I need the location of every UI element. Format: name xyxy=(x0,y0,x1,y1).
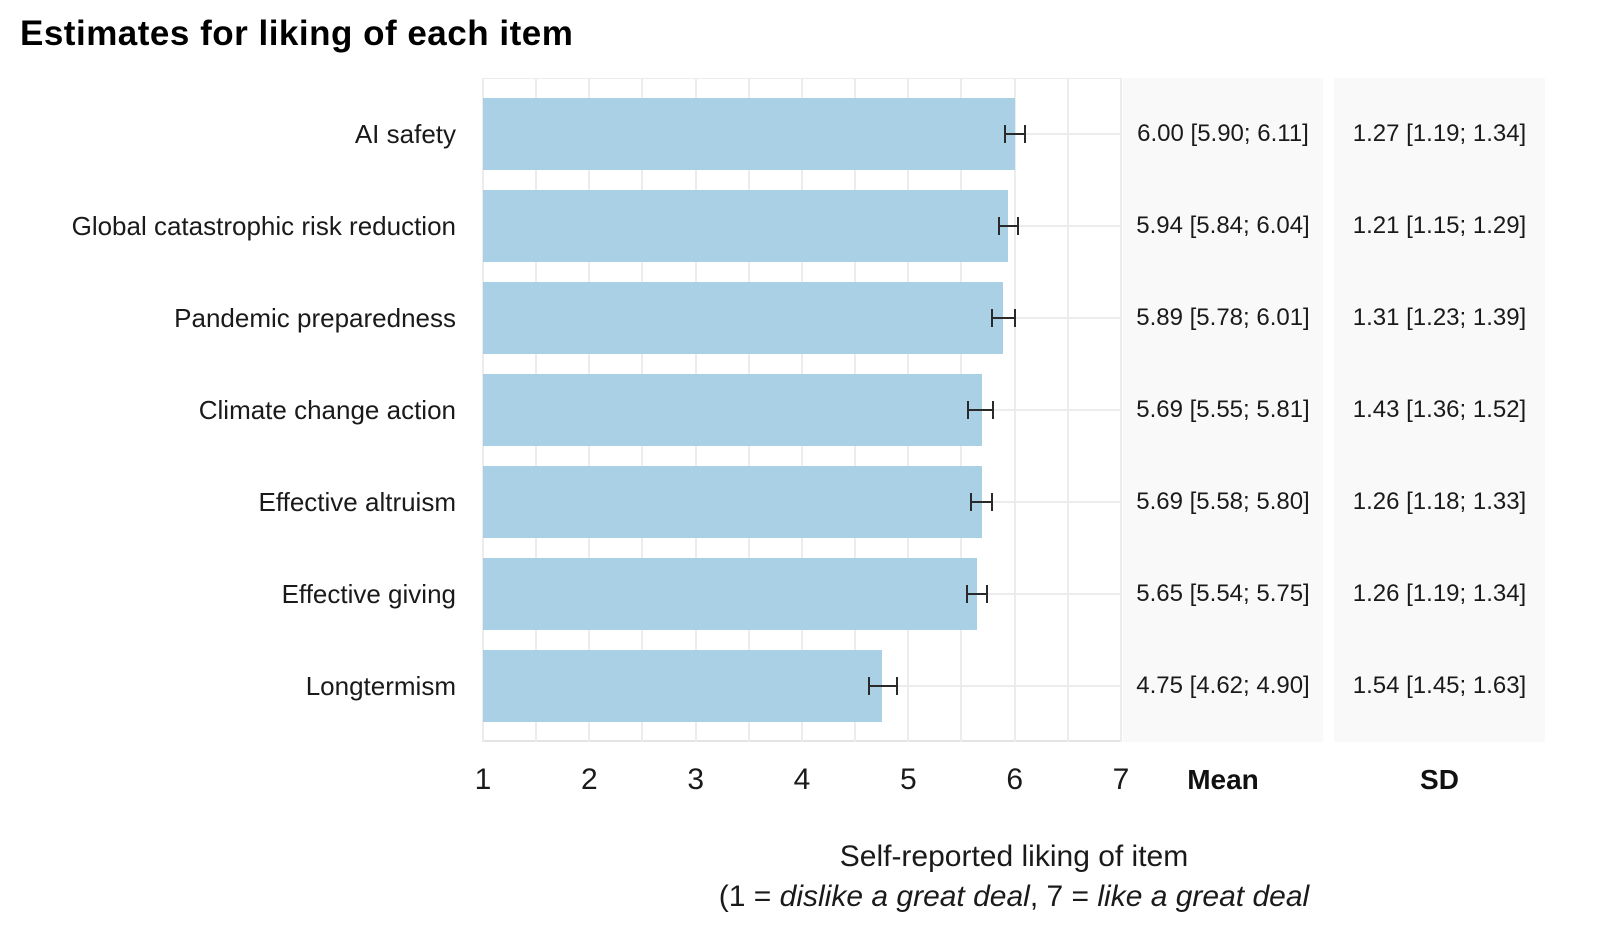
x-tick-label: 7 xyxy=(1112,763,1130,796)
error-bar-line xyxy=(972,501,992,503)
error-bar xyxy=(1004,125,1027,143)
x-axis-subtitle: (1 = dislike a great deal, 7 = like a gr… xyxy=(483,880,1545,914)
x-tick-label: 3 xyxy=(687,763,704,796)
error-bar-line xyxy=(999,225,1017,227)
mean-value: 5.89 [5.78; 6.01] xyxy=(1136,304,1310,331)
chart-title: Estimates for liking of each item xyxy=(20,14,574,53)
x-tick-label: 4 xyxy=(793,763,811,796)
mean-column-header: Mean xyxy=(1187,764,1259,795)
category-label: Longtermism xyxy=(305,671,456,701)
mean-value: 4.75 [4.62; 4.90] xyxy=(1136,672,1310,699)
sd-value: 1.21 [1.15; 1.29] xyxy=(1352,212,1527,239)
error-bar xyxy=(867,677,898,695)
category-label: Global catastrophic risk reduction xyxy=(71,211,456,241)
mean-value: 6.00 [5.90; 6.11] xyxy=(1137,120,1309,147)
bar xyxy=(483,558,978,630)
bar xyxy=(483,98,1015,170)
sd-value: 1.26 [1.18; 1.33] xyxy=(1352,488,1527,515)
sd-value: 1.43 [1.36; 1.52] xyxy=(1352,396,1527,423)
error-bar xyxy=(991,309,1016,327)
error-bar-line xyxy=(1006,133,1025,135)
bar xyxy=(483,282,1003,354)
mean-panel xyxy=(1123,78,1323,742)
bar xyxy=(483,650,882,722)
bar xyxy=(483,190,1009,262)
error-bar-line xyxy=(967,593,987,595)
x-axis-subtitle-italic-part: like a great deal xyxy=(1097,880,1310,913)
mean-value: 5.94 [5.84; 6.04] xyxy=(1136,212,1310,239)
sd-column-header: SD xyxy=(1420,764,1459,795)
x-tick-label: 2 xyxy=(580,763,598,796)
sd-panel xyxy=(1334,78,1545,742)
error-bar-line xyxy=(993,317,1014,319)
error-bar xyxy=(966,401,995,419)
error-bar xyxy=(965,585,989,603)
sd-value: 1.26 [1.19; 1.34] xyxy=(1352,580,1527,607)
error-bar xyxy=(970,493,994,511)
category-label: Effective altruism xyxy=(258,487,456,517)
sd-value: 1.54 [1.45; 1.63] xyxy=(1352,672,1527,699)
error-bar-line xyxy=(869,685,896,687)
error-bar xyxy=(997,217,1019,235)
x-axis-title: Self-reported liking of item xyxy=(839,840,1189,873)
mean-value: 5.65 [5.54; 5.75] xyxy=(1136,580,1310,607)
mean-value: 5.69 [5.58; 5.80] xyxy=(1136,488,1310,515)
x-axis-subtitle-italic-part: dislike a great deal xyxy=(779,880,1030,913)
bar xyxy=(483,374,982,446)
sd-value: 1.31 [1.23; 1.39] xyxy=(1352,304,1527,331)
x-tick-label: 6 xyxy=(1006,763,1023,796)
category-label: Effective giving xyxy=(281,579,456,609)
category-label: Pandemic preparedness xyxy=(174,303,456,333)
x-tick-label: 1 xyxy=(474,763,492,796)
category-label: AI safety xyxy=(354,119,456,149)
error-bar-line xyxy=(968,409,993,411)
category-label: Climate change action xyxy=(198,395,456,425)
x-axis-subtitle-part: (1 = xyxy=(718,880,780,913)
x-tick-label: 5 xyxy=(899,763,917,796)
mean-value: 5.69 [5.55; 5.81] xyxy=(1136,396,1310,423)
x-axis-subtitle-part: , 7 = xyxy=(1029,880,1098,913)
bar xyxy=(483,466,982,538)
sd-value: 1.27 [1.19; 1.34] xyxy=(1352,120,1527,147)
